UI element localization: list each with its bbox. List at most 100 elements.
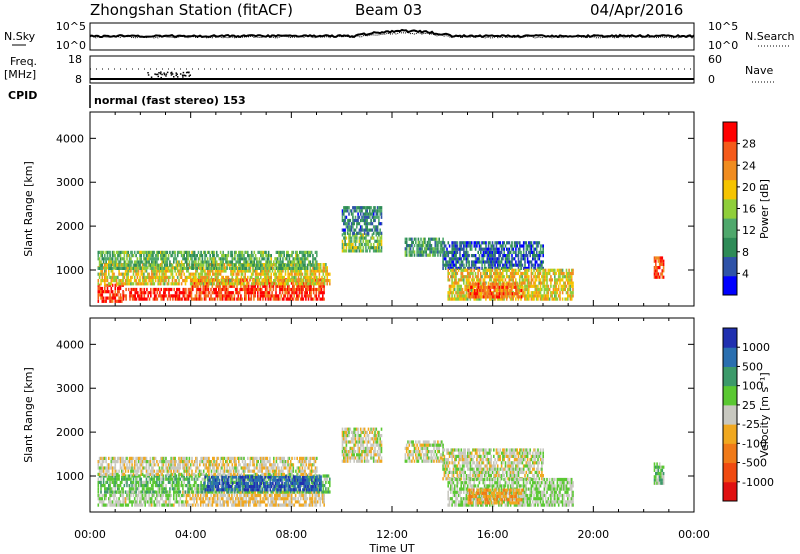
echo-cell — [359, 228, 362, 232]
echo-cell — [460, 294, 462, 298]
echo-cell — [176, 254, 179, 258]
echo-cell — [208, 272, 210, 276]
echo-cell — [271, 294, 273, 298]
echo-cell — [212, 272, 214, 276]
echo-cell — [263, 279, 266, 283]
echo-cell — [218, 294, 220, 298]
echo-cell — [250, 497, 253, 501]
echo-cell — [460, 268, 462, 272]
echo-cell — [500, 250, 503, 254]
echo-cell — [470, 271, 473, 276]
echo-cell — [253, 257, 256, 261]
echo-cell — [262, 266, 265, 270]
echo-cell — [520, 295, 523, 299]
echo-cell — [105, 257, 107, 261]
echo-cell — [260, 287, 263, 292]
echo-cell — [106, 279, 109, 283]
echo-cell — [245, 257, 248, 261]
echo-cell — [537, 254, 539, 258]
echo-cell — [411, 240, 413, 244]
echo-cell — [515, 260, 517, 264]
echo-cell — [513, 241, 516, 245]
echo-cell — [111, 272, 114, 276]
echo-cell — [525, 254, 528, 258]
echo-cell — [422, 240, 425, 244]
echo-cell — [198, 297, 201, 301]
echo-cell — [448, 271, 451, 276]
echo-cell — [283, 284, 285, 288]
echo-cell — [466, 297, 469, 301]
echo-cell — [509, 297, 512, 301]
echo-cell — [515, 285, 518, 289]
echo-cell — [110, 266, 113, 270]
echo-cell — [490, 257, 492, 261]
echo-cell — [156, 291, 159, 295]
echo-cell — [246, 287, 249, 292]
echo-cell — [267, 500, 270, 504]
echo-cell — [206, 287, 208, 292]
echo-cell — [215, 282, 218, 286]
echo-cell — [238, 497, 241, 501]
echo-cell — [156, 272, 158, 276]
echo-cell — [104, 290, 106, 294]
echo-cell — [465, 284, 468, 288]
echo-cell — [525, 294, 527, 298]
echo-cell — [267, 272, 270, 276]
echo-cell — [171, 503, 174, 507]
echo-cell — [249, 500, 251, 504]
echo-cell — [231, 294, 233, 298]
echo-cell — [561, 284, 564, 288]
echo-cell — [443, 247, 446, 251]
echo-cell — [572, 294, 574, 298]
echo-cell — [502, 254, 504, 258]
echo-cell — [425, 253, 427, 257]
echo-cell — [150, 272, 153, 276]
echo-cell — [438, 240, 440, 244]
echo-cell — [111, 263, 114, 267]
echo-cell — [405, 253, 408, 257]
echo-cell — [487, 263, 490, 267]
echo-cell — [487, 257, 490, 261]
echo-cell — [483, 275, 486, 279]
echo-cell — [306, 275, 309, 279]
echo-cell — [263, 275, 266, 279]
echo-cell — [380, 215, 383, 219]
echo-cell — [219, 260, 222, 264]
echo-cell — [254, 294, 256, 298]
echo-cell — [515, 268, 517, 272]
echo-cell — [378, 242, 380, 247]
echo-cell — [464, 294, 466, 298]
echo-cell — [287, 263, 289, 267]
echo-cell — [201, 497, 203, 501]
echo-cell — [128, 257, 131, 261]
echo-cell — [300, 257, 302, 261]
echo-cell — [214, 291, 216, 295]
echo-cell — [206, 250, 209, 254]
echo-cell — [223, 266, 226, 270]
echo-cell — [186, 257, 188, 261]
echo-cell — [517, 257, 520, 261]
echo-cell — [495, 241, 498, 245]
echo-cell — [273, 279, 275, 283]
echo-cell — [341, 233, 344, 237]
echo-cell — [234, 287, 237, 292]
echo-cell — [530, 244, 533, 248]
echo-cell — [261, 279, 263, 283]
echo-cell — [563, 275, 565, 279]
echo-cell — [150, 287, 152, 292]
echo-cell — [474, 284, 477, 288]
echo-cell — [101, 263, 104, 267]
echo-cell — [657, 266, 660, 270]
echo-cell — [175, 493, 178, 498]
echo-cell — [353, 209, 355, 213]
echo-cell — [105, 497, 107, 501]
echo-cell — [354, 209, 357, 213]
nsearch-label: N.Search — [745, 30, 795, 43]
echo-cell — [363, 242, 366, 247]
echo-cell — [453, 297, 456, 301]
echo-cell — [494, 254, 496, 258]
echo-cell — [524, 263, 526, 267]
echo-cell — [98, 272, 101, 276]
echo-cell — [421, 250, 424, 254]
echo-cell — [557, 271, 560, 276]
